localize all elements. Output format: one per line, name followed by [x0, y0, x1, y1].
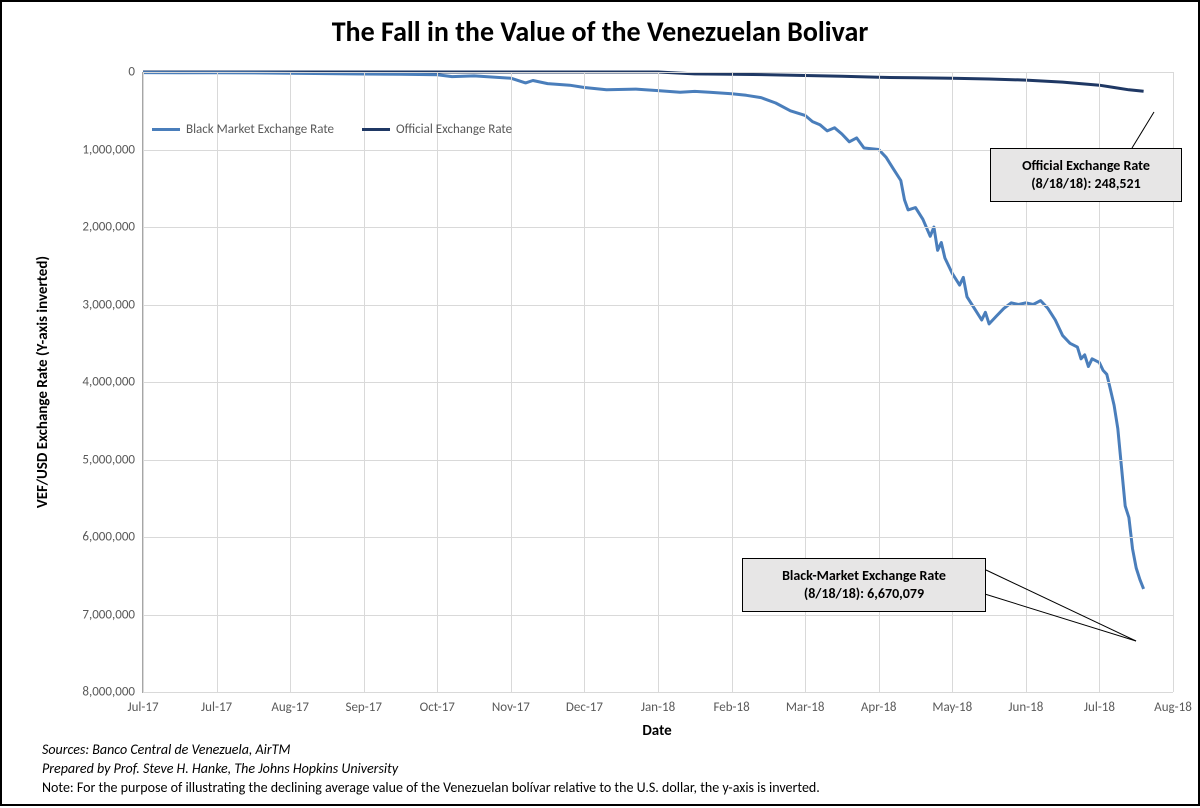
- footer-sources: Sources: Banco Central de Venezuela, Air…: [42, 741, 820, 760]
- x-tick-label: Aug-18: [1143, 701, 1200, 714]
- gridline-vertical: [437, 72, 438, 692]
- x-tick-label: Apr-18: [849, 701, 909, 714]
- callout-box: Black-Market Exchange Rate(8/18/18): 6,6…: [742, 558, 986, 612]
- x-tick-label: Sep-17: [334, 701, 394, 714]
- gridline-vertical: [290, 72, 291, 692]
- y-tick-label: 4,000,000: [55, 376, 135, 389]
- x-axis-label: Date: [142, 722, 1172, 740]
- x-tick-label: Dec-17: [554, 701, 614, 714]
- y-tick-label: 2,000,000: [55, 221, 135, 234]
- x-tick-label: Jun-18: [996, 701, 1056, 714]
- x-tick-label: Jan-18: [628, 701, 688, 714]
- x-tick-label: Aug-17: [260, 701, 320, 714]
- chart-title: The Fall in the Value of the Venezuelan …: [2, 14, 1198, 49]
- y-axis-label: VEF/USD Exchange Rate (Y-axis inverted): [34, 256, 52, 508]
- gridline-vertical: [364, 72, 365, 692]
- callout-box: Official Exchange Rate(8/18/18): 248,521: [990, 148, 1182, 202]
- legend-label: Official Exchange Rate: [396, 122, 512, 137]
- legend-swatch: [362, 128, 390, 131]
- footer-prepared: Prepared by Prof. Steve H. Hanke, The Jo…: [42, 760, 820, 779]
- gridline-vertical: [143, 72, 144, 692]
- footer-note: Note: For the purpose of illustrating th…: [42, 779, 820, 798]
- x-tick-label: Mar-18: [775, 701, 835, 714]
- chart-footer: Sources: Banco Central de Venezuela, Air…: [42, 741, 820, 798]
- legend: Black Market Exchange Rate Official Excha…: [152, 122, 512, 137]
- y-tick-label: 0: [55, 66, 135, 79]
- y-tick-label: 1,000,000: [55, 143, 135, 156]
- y-tick-label: 5,000,000: [55, 453, 135, 466]
- x-tick-label: Feb-18: [702, 701, 762, 714]
- y-tick-label: 6,000,000: [55, 531, 135, 544]
- gridline-vertical: [217, 72, 218, 692]
- y-tick-label: 3,000,000: [55, 298, 135, 311]
- gridline-vertical: [584, 72, 585, 692]
- y-tick-label: 8,000,000: [55, 686, 135, 699]
- x-tick-label: Jul-17: [187, 701, 247, 714]
- gridline-horizontal: [143, 692, 1173, 693]
- legend-label: Black Market Exchange Rate: [186, 122, 334, 137]
- x-tick-label: May-18: [922, 701, 982, 714]
- gridline-vertical: [511, 72, 512, 692]
- legend-item: Black Market Exchange Rate: [152, 122, 334, 137]
- x-tick-label: Nov-17: [481, 701, 541, 714]
- gridline-vertical: [732, 72, 733, 692]
- x-tick-label: Jul-18: [1069, 701, 1129, 714]
- legend-item: Official Exchange Rate: [362, 122, 512, 137]
- chart-container: The Fall in the Value of the Venezuelan …: [0, 0, 1200, 806]
- x-tick-label: Oct-17: [407, 701, 467, 714]
- gridline-vertical: [658, 72, 659, 692]
- y-tick-label: 7,000,000: [55, 608, 135, 621]
- x-tick-label: Jul-17: [113, 701, 173, 714]
- legend-swatch: [152, 128, 180, 131]
